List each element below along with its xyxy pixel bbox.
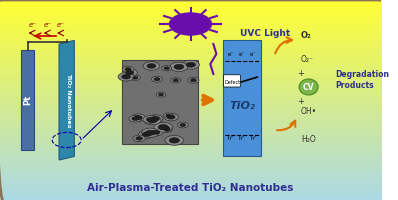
Text: TiO₂ Nanotubes: TiO₂ Nanotubes <box>66 73 71 127</box>
FancyBboxPatch shape <box>21 50 34 150</box>
Circle shape <box>118 73 134 81</box>
Circle shape <box>135 116 142 120</box>
Circle shape <box>166 114 171 117</box>
Circle shape <box>149 129 163 136</box>
Text: e⁻: e⁻ <box>227 52 234 57</box>
Circle shape <box>143 116 158 123</box>
Circle shape <box>170 13 211 35</box>
Text: TiO₂: TiO₂ <box>229 101 255 111</box>
Text: e⁻: e⁻ <box>44 22 52 28</box>
Polygon shape <box>59 40 74 160</box>
Circle shape <box>171 78 181 83</box>
Text: OH•: OH• <box>301 108 317 116</box>
Circle shape <box>182 60 199 69</box>
Circle shape <box>152 76 162 82</box>
Circle shape <box>162 126 172 131</box>
Circle shape <box>165 135 183 145</box>
Circle shape <box>122 74 131 79</box>
Text: CV: CV <box>303 83 314 92</box>
Circle shape <box>164 67 170 70</box>
FancyBboxPatch shape <box>223 40 261 156</box>
Ellipse shape <box>299 79 318 95</box>
Circle shape <box>133 135 145 142</box>
Circle shape <box>167 115 175 119</box>
Circle shape <box>190 79 197 82</box>
Circle shape <box>136 137 142 140</box>
Text: e⁻: e⁻ <box>250 52 256 57</box>
Circle shape <box>154 78 160 81</box>
Circle shape <box>133 76 138 79</box>
Circle shape <box>164 128 170 131</box>
Circle shape <box>132 117 139 120</box>
Text: h⁺: h⁺ <box>239 136 245 141</box>
Text: O₂: O₂ <box>301 31 312 40</box>
Text: h⁺: h⁺ <box>227 136 234 141</box>
Circle shape <box>148 115 163 123</box>
Text: e⁻: e⁻ <box>57 22 65 28</box>
Circle shape <box>158 125 168 130</box>
Circle shape <box>173 79 178 82</box>
Circle shape <box>142 132 151 136</box>
Circle shape <box>170 62 188 72</box>
Text: UVC Light: UVC Light <box>240 29 290 38</box>
Circle shape <box>154 122 173 132</box>
Circle shape <box>143 62 160 70</box>
Text: e⁻: e⁻ <box>28 22 36 28</box>
FancyBboxPatch shape <box>122 60 198 144</box>
Text: e⁻: e⁻ <box>239 52 245 57</box>
Text: Pt: Pt <box>23 95 32 105</box>
Text: Defect: Defect <box>224 80 240 85</box>
Text: +: + <box>298 98 304 106</box>
Circle shape <box>131 75 140 80</box>
Circle shape <box>122 66 134 72</box>
Circle shape <box>162 66 172 71</box>
Circle shape <box>148 118 157 123</box>
Circle shape <box>147 64 156 68</box>
Circle shape <box>125 71 134 75</box>
Circle shape <box>158 93 164 96</box>
Text: Degradation
Products: Degradation Products <box>335 70 389 90</box>
Circle shape <box>188 77 199 83</box>
Circle shape <box>178 122 188 128</box>
Circle shape <box>164 113 178 121</box>
Text: H₂O: H₂O <box>301 136 316 144</box>
Circle shape <box>141 128 159 137</box>
Circle shape <box>146 117 154 122</box>
Circle shape <box>129 115 142 122</box>
Circle shape <box>186 62 195 67</box>
Text: O₂⁻: O₂⁻ <box>301 55 314 64</box>
Circle shape <box>180 123 186 127</box>
FancyBboxPatch shape <box>224 75 240 87</box>
Circle shape <box>125 68 131 71</box>
Text: +: + <box>298 70 304 78</box>
Circle shape <box>169 138 179 143</box>
Circle shape <box>165 127 170 130</box>
Circle shape <box>144 116 161 125</box>
Circle shape <box>156 92 166 97</box>
Circle shape <box>152 130 160 134</box>
Circle shape <box>162 127 172 132</box>
Text: h⁺: h⁺ <box>250 136 257 141</box>
Circle shape <box>151 117 160 121</box>
Circle shape <box>174 64 184 69</box>
Circle shape <box>131 114 146 121</box>
Circle shape <box>122 69 137 77</box>
Circle shape <box>164 113 174 118</box>
Circle shape <box>139 130 154 138</box>
Text: Air-Plasma-Treated TiO₂ Nanotubes: Air-Plasma-Treated TiO₂ Nanotubes <box>87 183 294 193</box>
Circle shape <box>145 130 155 135</box>
